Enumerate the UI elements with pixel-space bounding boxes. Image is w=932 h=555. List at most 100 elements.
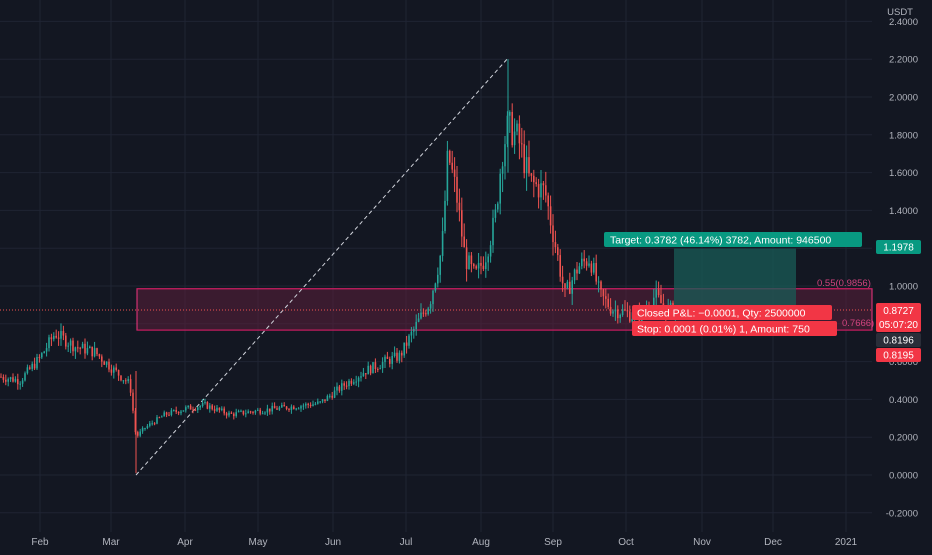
candle-body <box>290 406 293 410</box>
candle-body <box>494 209 497 218</box>
candle-body <box>607 298 609 307</box>
candle-body <box>331 395 333 398</box>
candle-body <box>629 311 631 322</box>
candle-body <box>317 401 319 404</box>
candle-body <box>69 340 72 346</box>
candle-body <box>557 247 559 256</box>
x-tick-label: Jul <box>400 537 413 548</box>
stop-label-group[interactable]: Stop: 0.0001 (0.01%) 1, Amount: 750 <box>632 321 837 336</box>
candle-body <box>482 265 485 270</box>
candle-body <box>254 410 257 413</box>
stop-label-bg <box>632 321 837 336</box>
candle-body <box>511 111 513 146</box>
price-tag-current: 0.8727 05:07:20 <box>876 303 921 332</box>
candle-body <box>62 331 65 336</box>
candle-body <box>609 306 612 314</box>
trend-line[interactable] <box>135 58 508 476</box>
candle-body <box>468 255 470 269</box>
candle-body <box>285 406 288 410</box>
candle-body <box>117 369 120 376</box>
candle-body <box>408 335 410 346</box>
candle-body <box>456 176 458 203</box>
candle-body <box>209 405 211 409</box>
price-tag-target-text: 1.1978 <box>883 243 914 254</box>
candle-body <box>617 309 619 319</box>
candle-body <box>122 380 125 382</box>
candle-body <box>21 380 24 384</box>
y-tick-label: 0.2000 <box>889 433 918 444</box>
candle-body <box>427 308 429 315</box>
candle-body <box>288 409 290 411</box>
candle-body <box>295 408 297 410</box>
candle-body <box>341 383 343 391</box>
candle-body <box>283 405 285 407</box>
candle-body <box>98 354 101 357</box>
x-tick-label: Jun <box>325 537 341 548</box>
candle-body <box>453 169 456 177</box>
candle-body <box>324 399 326 401</box>
target-label-group[interactable]: Target: 0.3782 (46.14%) 3782, Amount: 94… <box>604 232 862 247</box>
candle-body <box>321 399 324 402</box>
candle-body <box>79 347 81 349</box>
candle-body <box>247 411 249 414</box>
candle-body <box>581 258 583 267</box>
candle-body <box>451 162 453 170</box>
y-tick-label: 1.8000 <box>889 130 918 141</box>
candle-body <box>77 347 79 349</box>
candle-body <box>506 115 509 145</box>
y-tick-label: 0.6000 <box>889 357 918 368</box>
candle-body <box>237 411 240 413</box>
close-label-bg <box>632 305 832 320</box>
candle-body <box>547 195 549 207</box>
candle-body <box>509 111 511 116</box>
close-label: Closed P&L: −0.0001, Qty: 2500000 <box>637 308 806 320</box>
candle-body <box>542 183 545 186</box>
candle-body <box>439 255 441 275</box>
candle-body <box>302 405 305 407</box>
candle-body <box>655 289 657 298</box>
candle-body <box>168 414 170 416</box>
candle-body <box>410 331 413 336</box>
candle-body <box>7 379 9 382</box>
price-tag-target: 1.1978 <box>876 240 921 254</box>
x-tick-label: May <box>249 537 268 548</box>
candle-body <box>588 263 590 266</box>
candle-body <box>314 403 317 405</box>
close-label-group[interactable]: Closed P&L: −0.0001, Qty: 2500000 <box>632 305 832 320</box>
candle-body <box>67 345 69 347</box>
candle-body <box>72 340 74 352</box>
candle-body <box>5 379 7 382</box>
candle-body <box>81 343 84 349</box>
y-tick-label: 1.6000 <box>889 168 918 179</box>
candle-body <box>74 347 77 352</box>
candle-body <box>540 183 542 198</box>
candle-body <box>425 313 427 315</box>
candle-body <box>309 404 312 407</box>
candle-body <box>149 423 151 426</box>
candle-body <box>537 184 540 198</box>
candle-body <box>36 357 38 369</box>
x-tick-label: 2021 <box>835 537 858 548</box>
candle-body <box>379 368 381 370</box>
candle-body <box>461 210 463 237</box>
candle-body <box>96 348 98 355</box>
price-tag-entry: 0.8196 <box>876 333 921 347</box>
candle-body <box>619 315 621 319</box>
candle-body <box>108 361 110 370</box>
x-tick-label: Aug <box>472 537 490 548</box>
candle-body <box>225 413 228 416</box>
candle-body <box>26 367 29 374</box>
candle-body <box>57 337 60 339</box>
candle-body <box>369 365 372 374</box>
price-tag-current-text: 0.8727 <box>883 306 914 317</box>
candle-body <box>12 377 14 382</box>
time-axis[interactable]: Feb Mar Apr May Jun Jul Aug Sep Oct Nov Dec 2021 <box>31 537 857 548</box>
candle-body <box>381 362 384 369</box>
candle-body <box>405 342 408 346</box>
candle-body <box>113 367 115 373</box>
candle-body <box>398 352 401 361</box>
candle-body <box>257 409 259 411</box>
candle-body <box>576 269 578 274</box>
candle-body <box>269 408 271 412</box>
